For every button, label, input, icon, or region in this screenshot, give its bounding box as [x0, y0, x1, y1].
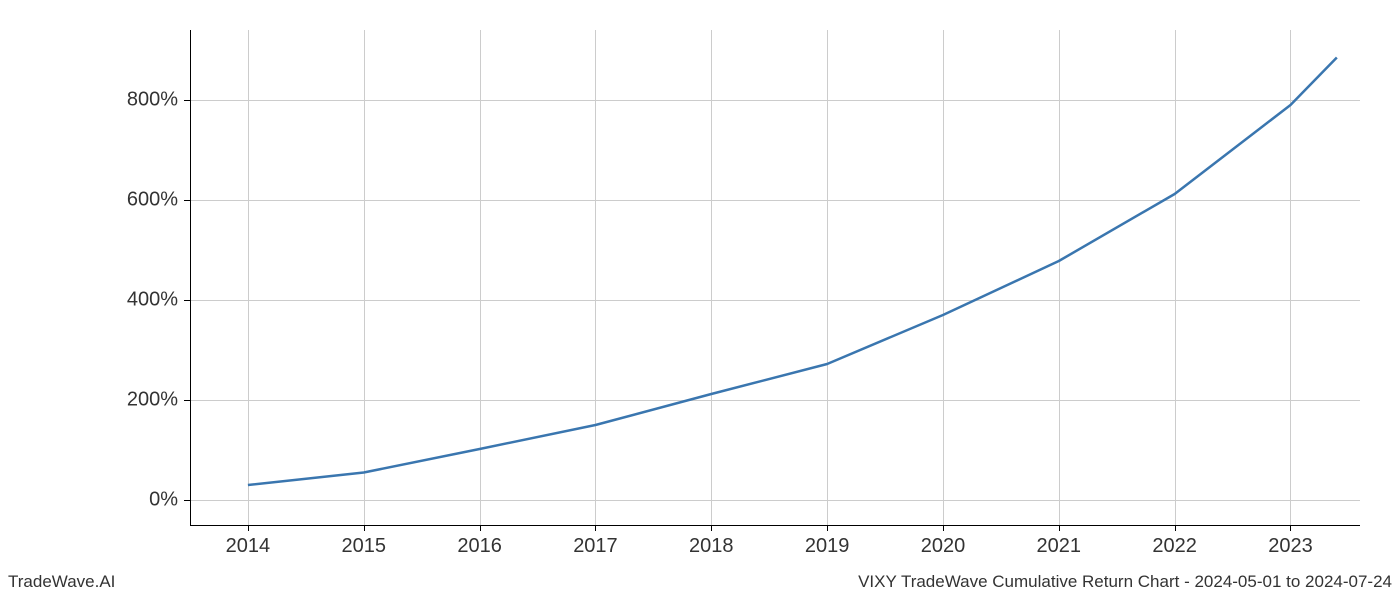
- x-axis-tick: [1175, 525, 1176, 531]
- x-axis-tick: [943, 525, 944, 531]
- y-axis-tick-label: 800%: [127, 89, 178, 112]
- x-axis-tick: [711, 525, 712, 531]
- y-axis-tick: [184, 100, 190, 101]
- x-axis-tick-label: 2014: [226, 535, 271, 558]
- x-axis-tick: [827, 525, 828, 531]
- x-axis-tick: [480, 525, 481, 531]
- x-axis-tick: [364, 525, 365, 531]
- x-axis-tick-label: 2023: [1268, 535, 1313, 558]
- x-axis-tick-label: 2021: [1037, 535, 1082, 558]
- cumulative-return-line: [248, 58, 1337, 486]
- y-axis-tick: [184, 200, 190, 201]
- x-axis-tick-label: 2016: [457, 535, 502, 558]
- y-axis-tick-label: 200%: [127, 389, 178, 412]
- x-axis-tick-label: 2020: [921, 535, 966, 558]
- y-axis-tick-label: 0%: [149, 489, 178, 512]
- x-axis-tick: [248, 525, 249, 531]
- x-axis-tick-label: 2017: [573, 535, 618, 558]
- y-axis-spine: [190, 30, 191, 525]
- x-axis-tick: [1059, 525, 1060, 531]
- x-axis-tick-label: 2018: [689, 535, 734, 558]
- footer-brand: TradeWave.AI: [8, 572, 115, 592]
- y-axis-tick-label: 400%: [127, 289, 178, 312]
- footer-caption: VIXY TradeWave Cumulative Return Chart -…: [858, 572, 1392, 592]
- y-axis-tick: [184, 300, 190, 301]
- y-axis-tick: [184, 400, 190, 401]
- y-axis-tick: [184, 500, 190, 501]
- x-axis-tick-label: 2015: [342, 535, 387, 558]
- x-axis-spine: [190, 525, 1360, 526]
- x-axis-tick: [595, 525, 596, 531]
- y-axis-tick-label: 600%: [127, 189, 178, 212]
- x-axis-tick: [1290, 525, 1291, 531]
- line-series-layer: [0, 0, 1400, 600]
- x-axis-tick-label: 2019: [805, 535, 850, 558]
- chart-container: 2014 2015 2016 2017 2018 2019 2020 2021 2022 2023…: [0, 0, 1400, 600]
- x-axis-tick-label: 2022: [1152, 535, 1197, 558]
